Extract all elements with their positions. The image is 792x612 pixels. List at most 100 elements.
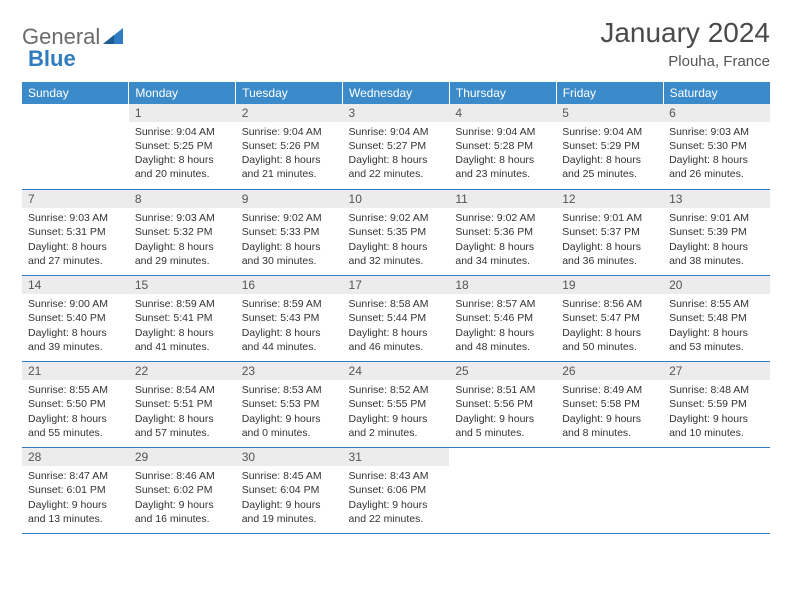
day-number: 3 (343, 104, 450, 122)
sunset-text: Sunset: 5:44 PM (349, 311, 444, 325)
calendar-page: General January 2024 Plouha, France Blue… (0, 0, 792, 552)
calendar-day-cell: 26Sunrise: 8:49 AMSunset: 5:58 PMDayligh… (556, 362, 663, 448)
day-details: Sunrise: 8:58 AMSunset: 5:44 PMDaylight:… (343, 294, 450, 360)
daylight-text: Daylight: 8 hours and 50 minutes. (562, 326, 657, 354)
day-number: 27 (663, 362, 770, 380)
sunset-text: Sunset: 5:25 PM (135, 139, 230, 153)
daylight-text: Daylight: 8 hours and 32 minutes. (349, 240, 444, 268)
calendar-day-cell (663, 448, 770, 534)
sunset-text: Sunset: 5:36 PM (455, 225, 550, 239)
sunrise-text: Sunrise: 8:46 AM (135, 469, 230, 483)
day-details: Sunrise: 8:54 AMSunset: 5:51 PMDaylight:… (129, 380, 236, 446)
calendar-day-cell: 11Sunrise: 9:02 AMSunset: 5:36 PMDayligh… (449, 190, 556, 276)
day-number: 15 (129, 276, 236, 294)
day-details: Sunrise: 9:04 AMSunset: 5:27 PMDaylight:… (343, 122, 450, 188)
title-block: January 2024 Plouha, France (600, 18, 770, 70)
day-details: Sunrise: 9:01 AMSunset: 5:37 PMDaylight:… (556, 208, 663, 274)
calendar-day-cell: 29Sunrise: 8:46 AMSunset: 6:02 PMDayligh… (129, 448, 236, 534)
day-number (449, 448, 556, 466)
sunrise-text: Sunrise: 8:52 AM (349, 383, 444, 397)
day-number: 14 (22, 276, 129, 294)
calendar-day-cell: 4Sunrise: 9:04 AMSunset: 5:28 PMDaylight… (449, 104, 556, 190)
daylight-text: Daylight: 9 hours and 0 minutes. (242, 412, 337, 440)
day-number: 26 (556, 362, 663, 380)
daylight-text: Daylight: 8 hours and 41 minutes. (135, 326, 230, 354)
sunset-text: Sunset: 5:47 PM (562, 311, 657, 325)
day-number: 9 (236, 190, 343, 208)
sunset-text: Sunset: 5:39 PM (669, 225, 764, 239)
day-number: 28 (22, 448, 129, 466)
sunrise-text: Sunrise: 8:55 AM (669, 297, 764, 311)
sunset-text: Sunset: 5:29 PM (562, 139, 657, 153)
calendar-body: 1Sunrise: 9:04 AMSunset: 5:25 PMDaylight… (22, 104, 770, 534)
calendar-day-cell (556, 448, 663, 534)
sunset-text: Sunset: 5:26 PM (242, 139, 337, 153)
calendar-day-cell: 20Sunrise: 8:55 AMSunset: 5:48 PMDayligh… (663, 276, 770, 362)
sunrise-text: Sunrise: 8:59 AM (242, 297, 337, 311)
day-details: Sunrise: 8:48 AMSunset: 5:59 PMDaylight:… (663, 380, 770, 446)
sunrise-text: Sunrise: 9:02 AM (242, 211, 337, 225)
daylight-text: Daylight: 8 hours and 21 minutes. (242, 153, 337, 181)
day-number: 25 (449, 362, 556, 380)
sunrise-text: Sunrise: 8:47 AM (28, 469, 123, 483)
weekday-header: Friday (556, 82, 663, 104)
weekday-header: Monday (129, 82, 236, 104)
day-number: 2 (236, 104, 343, 122)
page-header: General January 2024 Plouha, France (22, 18, 770, 70)
daylight-text: Daylight: 8 hours and 44 minutes. (242, 326, 337, 354)
calendar-week-row: 7Sunrise: 9:03 AMSunset: 5:31 PMDaylight… (22, 190, 770, 276)
day-details: Sunrise: 8:59 AMSunset: 5:43 PMDaylight:… (236, 294, 343, 360)
day-number: 19 (556, 276, 663, 294)
day-number: 17 (343, 276, 450, 294)
sunset-text: Sunset: 6:06 PM (349, 483, 444, 497)
daylight-text: Daylight: 8 hours and 46 minutes. (349, 326, 444, 354)
day-details: Sunrise: 9:04 AMSunset: 5:26 PMDaylight:… (236, 122, 343, 188)
day-details: Sunrise: 8:47 AMSunset: 6:01 PMDaylight:… (22, 466, 129, 532)
sunset-text: Sunset: 5:28 PM (455, 139, 550, 153)
daylight-text: Daylight: 9 hours and 2 minutes. (349, 412, 444, 440)
calendar-day-cell: 27Sunrise: 8:48 AMSunset: 5:59 PMDayligh… (663, 362, 770, 448)
daylight-text: Daylight: 9 hours and 22 minutes. (349, 498, 444, 526)
calendar-day-cell: 7Sunrise: 9:03 AMSunset: 5:31 PMDaylight… (22, 190, 129, 276)
sunset-text: Sunset: 5:59 PM (669, 397, 764, 411)
sunset-text: Sunset: 5:31 PM (28, 225, 123, 239)
calendar-day-cell: 5Sunrise: 9:04 AMSunset: 5:29 PMDaylight… (556, 104, 663, 190)
sunset-text: Sunset: 5:40 PM (28, 311, 123, 325)
daylight-text: Daylight: 9 hours and 16 minutes. (135, 498, 230, 526)
day-details: Sunrise: 8:49 AMSunset: 5:58 PMDaylight:… (556, 380, 663, 446)
daylight-text: Daylight: 8 hours and 29 minutes. (135, 240, 230, 268)
calendar-day-cell: 25Sunrise: 8:51 AMSunset: 5:56 PMDayligh… (449, 362, 556, 448)
calendar-day-cell: 16Sunrise: 8:59 AMSunset: 5:43 PMDayligh… (236, 276, 343, 362)
sunset-text: Sunset: 5:43 PM (242, 311, 337, 325)
calendar-day-cell: 18Sunrise: 8:57 AMSunset: 5:46 PMDayligh… (449, 276, 556, 362)
day-number: 21 (22, 362, 129, 380)
sunrise-text: Sunrise: 8:59 AM (135, 297, 230, 311)
calendar-week-row: 28Sunrise: 8:47 AMSunset: 6:01 PMDayligh… (22, 448, 770, 534)
day-details: Sunrise: 8:59 AMSunset: 5:41 PMDaylight:… (129, 294, 236, 360)
day-number: 8 (129, 190, 236, 208)
day-details: Sunrise: 8:52 AMSunset: 5:55 PMDaylight:… (343, 380, 450, 446)
sunset-text: Sunset: 5:51 PM (135, 397, 230, 411)
day-number: 29 (129, 448, 236, 466)
daylight-text: Daylight: 9 hours and 8 minutes. (562, 412, 657, 440)
calendar-day-cell: 13Sunrise: 9:01 AMSunset: 5:39 PMDayligh… (663, 190, 770, 276)
weekday-header: Thursday (449, 82, 556, 104)
day-details: Sunrise: 9:04 AMSunset: 5:29 PMDaylight:… (556, 122, 663, 188)
sunset-text: Sunset: 6:01 PM (28, 483, 123, 497)
sunset-text: Sunset: 5:37 PM (562, 225, 657, 239)
calendar-day-cell: 2Sunrise: 9:04 AMSunset: 5:26 PMDaylight… (236, 104, 343, 190)
day-details: Sunrise: 9:03 AMSunset: 5:30 PMDaylight:… (663, 122, 770, 188)
day-number (663, 448, 770, 466)
sunrise-text: Sunrise: 8:54 AM (135, 383, 230, 397)
daylight-text: Daylight: 8 hours and 34 minutes. (455, 240, 550, 268)
calendar-day-cell: 3Sunrise: 9:04 AMSunset: 5:27 PMDaylight… (343, 104, 450, 190)
daylight-text: Daylight: 8 hours and 38 minutes. (669, 240, 764, 268)
day-number: 11 (449, 190, 556, 208)
calendar-day-cell: 15Sunrise: 8:59 AMSunset: 5:41 PMDayligh… (129, 276, 236, 362)
sunrise-text: Sunrise: 9:01 AM (669, 211, 764, 225)
day-number: 12 (556, 190, 663, 208)
day-number: 4 (449, 104, 556, 122)
calendar-day-cell (22, 104, 129, 190)
sunrise-text: Sunrise: 9:04 AM (135, 125, 230, 139)
calendar-day-cell: 1Sunrise: 9:04 AMSunset: 5:25 PMDaylight… (129, 104, 236, 190)
